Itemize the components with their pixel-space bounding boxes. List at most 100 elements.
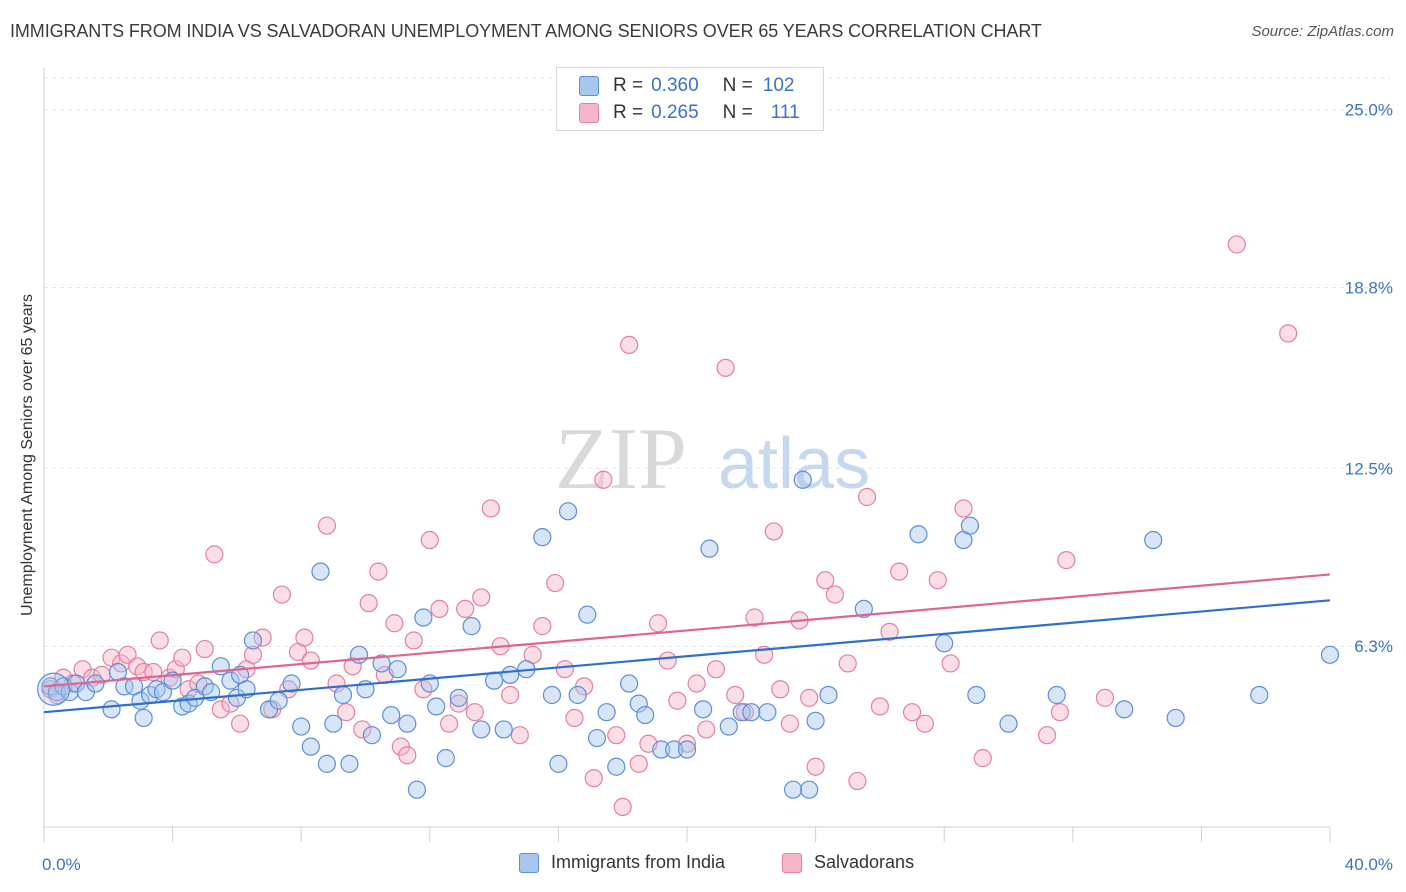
india-point xyxy=(700,539,719,558)
india-point xyxy=(324,714,343,733)
india-point xyxy=(436,749,455,768)
india-point xyxy=(301,737,320,756)
legend-label-salvadorans: Salvadorans xyxy=(814,852,915,872)
salvadorans-point xyxy=(584,769,603,788)
salvadorans-point xyxy=(706,660,726,679)
india-point xyxy=(1144,530,1163,550)
india-point xyxy=(372,654,391,673)
legend-row-india: R = 0.360 N = 102 xyxy=(579,74,794,98)
india-point xyxy=(783,780,803,799)
india-point xyxy=(407,780,427,799)
india-point xyxy=(1320,645,1340,664)
india-point xyxy=(282,674,301,693)
india-point xyxy=(427,697,446,716)
india-point xyxy=(935,634,954,653)
salvadorans-point xyxy=(166,660,185,679)
legend-series: Immigrants from India Salvadorans xyxy=(0,852,1406,876)
salvadorans-point xyxy=(449,694,468,713)
y-tick-label: 25.0% xyxy=(1345,101,1393,120)
india-points xyxy=(37,470,1340,799)
india-point xyxy=(607,757,626,776)
india-point xyxy=(1115,700,1134,719)
india-point xyxy=(292,717,311,736)
india-point xyxy=(909,525,928,544)
salvadorans-point xyxy=(404,631,423,650)
salvadorans-point xyxy=(359,594,378,613)
india-point xyxy=(665,740,684,759)
salvadorans-point xyxy=(941,654,960,673)
salvadorans-point xyxy=(1057,551,1076,570)
salvadorans-point xyxy=(1050,703,1070,722)
india-point xyxy=(742,703,761,722)
india-point xyxy=(349,645,369,664)
salvadorans-point xyxy=(353,720,372,739)
salvadorans-point xyxy=(337,703,356,722)
india-point xyxy=(677,740,697,759)
india-point xyxy=(311,562,330,581)
india-trend-line xyxy=(43,599,1331,714)
india-point xyxy=(333,685,353,705)
india-point xyxy=(999,714,1018,733)
salvadorans-point xyxy=(173,648,192,667)
india-point xyxy=(819,685,838,705)
salvadorans-point xyxy=(816,571,835,590)
legend-row-salvadorans: R = 0.265 N = 111 xyxy=(579,101,800,125)
watermark: ZIP atlas xyxy=(555,411,870,508)
salvadorans-point xyxy=(343,657,362,676)
india-point xyxy=(636,705,655,725)
india-point xyxy=(587,728,607,748)
india-swatch xyxy=(579,76,599,96)
salvadorans-point xyxy=(317,516,337,535)
grid-lines xyxy=(44,77,1390,647)
india-point xyxy=(485,671,504,690)
india-point xyxy=(115,677,134,696)
legend-correlation: R = 0.360 N = 102 R = 0.265 N = 111 xyxy=(556,67,824,131)
salvadorans-point xyxy=(954,499,973,518)
india-point xyxy=(854,599,873,619)
salvadorans-point xyxy=(481,499,500,518)
salvadorans-point xyxy=(1227,235,1246,254)
salvadorans-point xyxy=(546,573,565,593)
salvadorans-point xyxy=(825,585,844,604)
legend-r-label: R = xyxy=(613,102,644,123)
india-point xyxy=(758,703,777,722)
salvadorans-point xyxy=(231,714,250,733)
india-point xyxy=(732,703,751,722)
salvadorans-point xyxy=(533,617,552,636)
y-tick-labels: 6.3% 12.5% 18.8% 25.0% xyxy=(1345,101,1393,657)
trend-lines xyxy=(43,573,1331,714)
salvadorans-point xyxy=(771,680,790,699)
salvadorans-point xyxy=(565,708,584,728)
salvadorans-point xyxy=(857,487,877,507)
india-point xyxy=(462,617,481,636)
salvadorans-point xyxy=(430,599,449,619)
india-point xyxy=(388,660,407,679)
salvadorans-point xyxy=(456,599,475,619)
india-point xyxy=(549,754,568,773)
india-point xyxy=(494,720,513,739)
legend-n-value: 102 xyxy=(762,75,795,96)
salvadorans-point xyxy=(211,700,230,719)
salvadorans-point xyxy=(205,545,224,564)
salvadorans-point xyxy=(629,754,648,773)
india-point xyxy=(317,754,337,773)
chart-title: IMMIGRANTS FROM INDIA VS SALVADORAN UNEM… xyxy=(10,21,1042,41)
legend-r-value: 0.360 xyxy=(651,75,699,96)
india-point xyxy=(472,720,491,739)
source-label: Source: ZipAtlas.com xyxy=(1251,23,1394,40)
india-point xyxy=(542,685,562,705)
india-point xyxy=(800,780,819,799)
legend-item-salvadorans[interactable]: Salvadorans xyxy=(782,852,914,873)
legend-item-india[interactable]: Immigrants from India xyxy=(519,852,725,873)
salvadorans-point xyxy=(398,746,417,765)
salvadorans-point xyxy=(301,651,320,670)
salvadorans-point xyxy=(620,335,639,354)
axes xyxy=(43,68,1331,842)
india-point xyxy=(719,717,738,736)
india-point xyxy=(1047,685,1066,705)
salvadorans-point xyxy=(385,614,404,633)
salvadorans-points xyxy=(41,235,1298,817)
legend-r-value: 0.265 xyxy=(651,102,699,123)
india-point xyxy=(382,705,401,725)
salvadorans-point xyxy=(1037,726,1057,745)
